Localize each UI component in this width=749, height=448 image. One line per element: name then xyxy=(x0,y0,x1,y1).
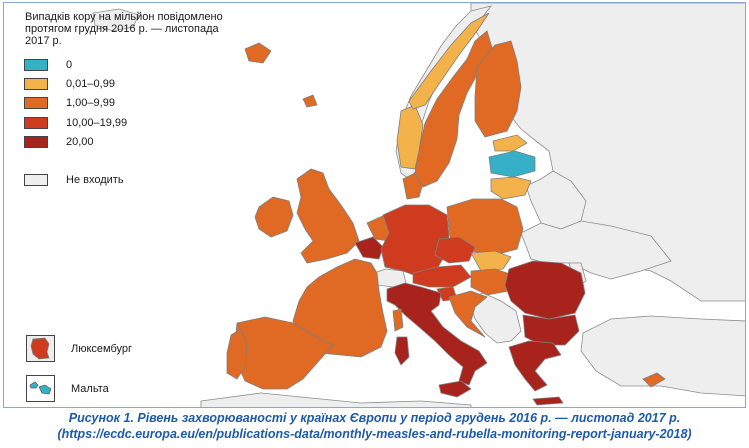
country-uk-shetland xyxy=(244,42,272,64)
legend-label: Не входить xyxy=(66,173,124,186)
legend-item-very-high: 20,00 xyxy=(24,133,254,152)
north-africa xyxy=(200,392,472,407)
country-italy-sicily xyxy=(438,380,472,398)
country-latvia xyxy=(488,150,536,178)
legend-label: 20,00 xyxy=(66,136,94,149)
country-faroe xyxy=(302,94,318,108)
country-france-corsica xyxy=(392,308,404,332)
swatch-high-icon xyxy=(24,116,48,129)
swatch-medium-icon xyxy=(24,97,48,110)
swatch-very-high-icon xyxy=(24,136,48,149)
country-finland xyxy=(474,40,522,138)
country-lithuania xyxy=(490,176,532,200)
country-greece xyxy=(508,340,562,392)
map-legend: Випадків кору на мільйон повідомлено про… xyxy=(24,11,254,189)
swatch-low-icon xyxy=(24,78,48,91)
legend-item-medium: 1,00–9,99 xyxy=(24,94,254,113)
country-italy-sardinia xyxy=(394,336,410,366)
turkey xyxy=(580,315,745,397)
legend-label: 0,01–0,99 xyxy=(66,78,115,91)
country-united-kingdom xyxy=(296,168,360,264)
legend-label: 10,00–19,99 xyxy=(66,116,128,129)
country-italy xyxy=(386,282,488,386)
country-portugal xyxy=(226,328,248,380)
swatch-zero-icon xyxy=(24,58,48,71)
country-ireland xyxy=(254,196,294,238)
country-estonia xyxy=(492,134,528,152)
figure-caption: Рисунок 1. Рівень захворюваності у країн… xyxy=(0,410,749,442)
map-figure: Випадків кору на мільйон повідомлено про… xyxy=(3,2,746,408)
legend-title: Випадків кору на мільйон повідомлено про… xyxy=(25,11,223,47)
country-czechia xyxy=(434,236,476,264)
luxembourg-label: Люксембург xyxy=(71,342,133,355)
balkans-west xyxy=(468,292,522,344)
country-bulgaria xyxy=(522,314,580,346)
country-greece-crete xyxy=(532,396,564,406)
legend-item-high: 10,00–19,99 xyxy=(24,113,254,132)
country-croatia xyxy=(448,290,488,338)
legend-label: 0 xyxy=(66,58,73,71)
legend-label: 1,00–9,99 xyxy=(66,97,115,110)
malta-label: Мальта xyxy=(71,382,109,395)
iceland xyxy=(92,8,140,32)
legend-item-low: 0,01–0,99 xyxy=(24,74,254,93)
country-belgium xyxy=(354,236,384,260)
legend-item-zero: 0 xyxy=(24,55,254,74)
caption-title: Рисунок 1. Рівень захворюваності у країн… xyxy=(68,411,681,425)
europe-map xyxy=(92,3,745,407)
luxembourg-inset-icon xyxy=(26,335,55,362)
malta-inset: Мальта xyxy=(26,375,109,402)
member-states xyxy=(226,12,666,406)
country-cyprus xyxy=(642,372,666,388)
country-norway-coast xyxy=(408,12,490,110)
country-slovakia xyxy=(470,250,512,272)
country-france xyxy=(292,258,388,358)
swatch-not-included-icon xyxy=(24,173,48,186)
country-denmark xyxy=(402,172,424,200)
country-romania xyxy=(504,260,586,320)
country-sweden-south xyxy=(396,104,424,170)
legend-item-not-included: Не входить xyxy=(24,170,254,189)
luxembourg-inset: Люксембург xyxy=(26,335,132,362)
malta-inset-icon xyxy=(26,375,55,402)
country-austria xyxy=(412,264,472,288)
caption-source-link[interactable]: (https://ecdc.europa.eu/en/publications-… xyxy=(57,427,692,441)
